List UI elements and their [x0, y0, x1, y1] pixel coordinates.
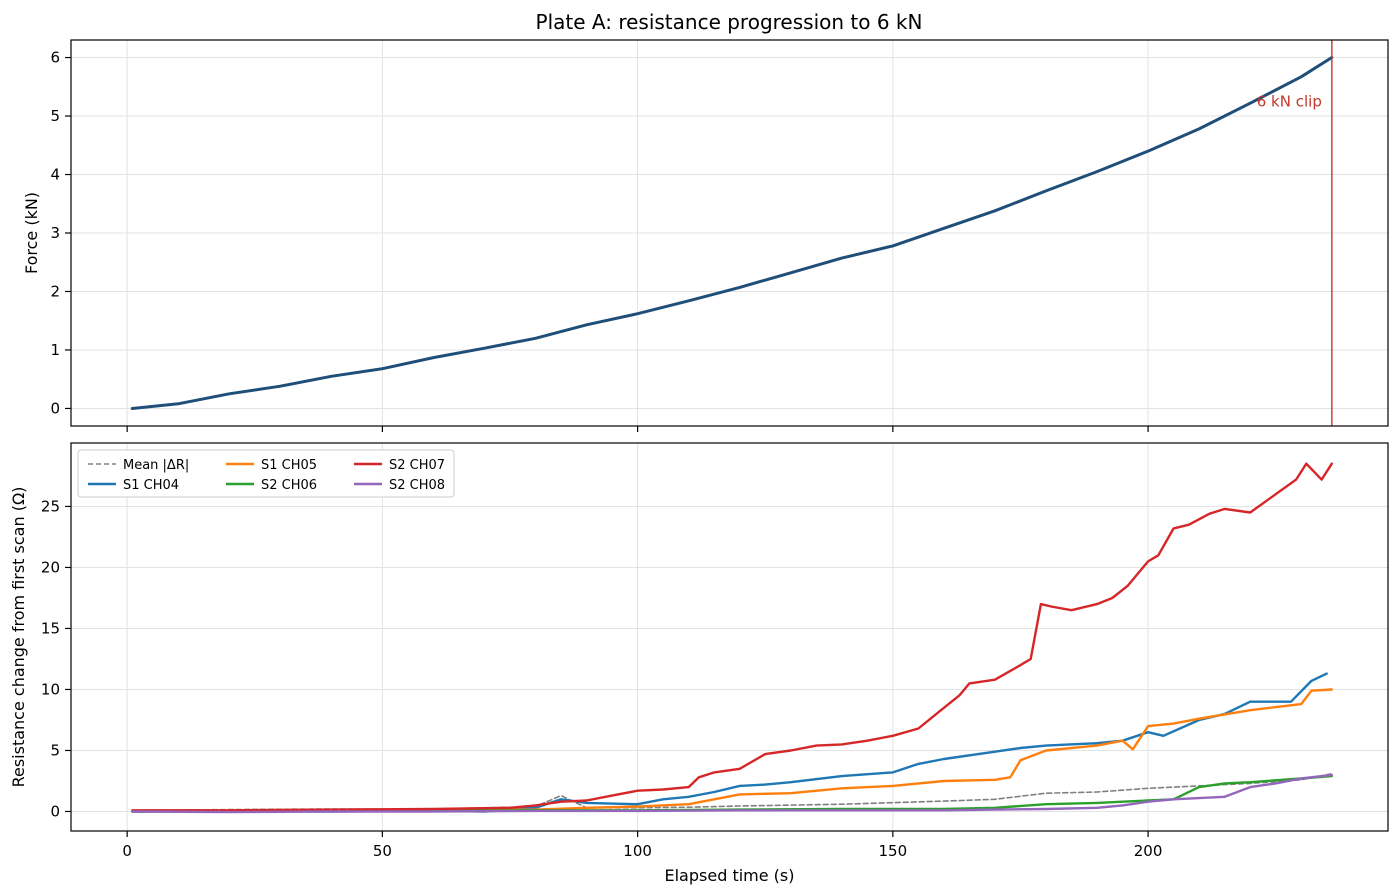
resistance-y-label: Resistance change from first scan (Ω): [9, 487, 28, 788]
legend: Mean |ΔR| S1 CH04 S1 CH05 S2 CH06 S2 CH07 S2 …: [77, 449, 455, 498]
legend-label: S2 CH06: [261, 478, 317, 493]
y-tick-label: 2: [50, 282, 60, 300]
force-ticks: 0 1 2 3 4 5 6: [50, 49, 1149, 432]
resistance-grid: [71, 443, 1388, 831]
y-tick-label: 15: [41, 619, 60, 637]
resistance-ticks: 0 50 100 150 200 0 5 10 15 20 25: [41, 497, 1162, 860]
clip-label: 6 kN clip: [1257, 92, 1322, 110]
y-tick-label: 10: [41, 680, 60, 698]
series-line-s2-ch07: [131, 462, 1334, 812]
legend-label: Mean |ΔR|: [123, 458, 189, 473]
series-line-s2-ch08: [131, 773, 1334, 814]
force-grid: [71, 40, 1388, 426]
force-lines: [130, 56, 1334, 410]
force-panel: 6 kN clip 0 1 2 3 4 5 6 Force (kN): [22, 39, 1389, 432]
y-tick-label: 6: [50, 49, 60, 67]
legend-label: S2 CH08: [389, 478, 445, 493]
series-line: [130, 56, 1334, 410]
legend-box: [77, 449, 455, 498]
x-tick-label: 0: [122, 842, 132, 860]
y-tick-label: 1: [50, 341, 60, 359]
y-tick-label: 3: [50, 224, 60, 242]
resistance-panel: 0 50 100 150 200 0 5 10 15 20 25 Resistance change…: [9, 442, 1389, 885]
series-line-s1-ch05: [131, 688, 1334, 813]
legend-label: S1 CH04: [123, 478, 179, 493]
y-tick-label: 20: [41, 558, 60, 576]
series-line-s1-ch04: [131, 672, 1328, 813]
y-tick-label: 5: [50, 107, 60, 125]
x-tick-label: 50: [373, 842, 392, 860]
y-tick-label: 5: [50, 741, 60, 759]
legend-label: S1 CH05: [261, 458, 317, 473]
resistance-lines: [131, 462, 1334, 814]
legend-label: S2 CH07: [389, 458, 445, 473]
y-tick-label: 0: [50, 399, 60, 417]
x-tick-label: 100: [623, 842, 652, 860]
y-tick-label: 0: [50, 802, 60, 820]
force-y-label: Force (kN): [22, 192, 41, 274]
x-tick-label: 150: [879, 842, 908, 860]
chart-title: Plate A: resistance progression to 6 kN: [536, 10, 923, 34]
resistance-axes-frame: [70, 442, 1389, 832]
x-axis-label: Elapsed time (s): [665, 866, 795, 885]
series-line-mean-r: [131, 772, 1333, 812]
y-tick-label: 25: [41, 497, 60, 515]
y-tick-label: 4: [50, 166, 60, 184]
clip-annotation: 6 kN clip: [1257, 40, 1333, 426]
x-tick-label: 200: [1134, 842, 1163, 860]
